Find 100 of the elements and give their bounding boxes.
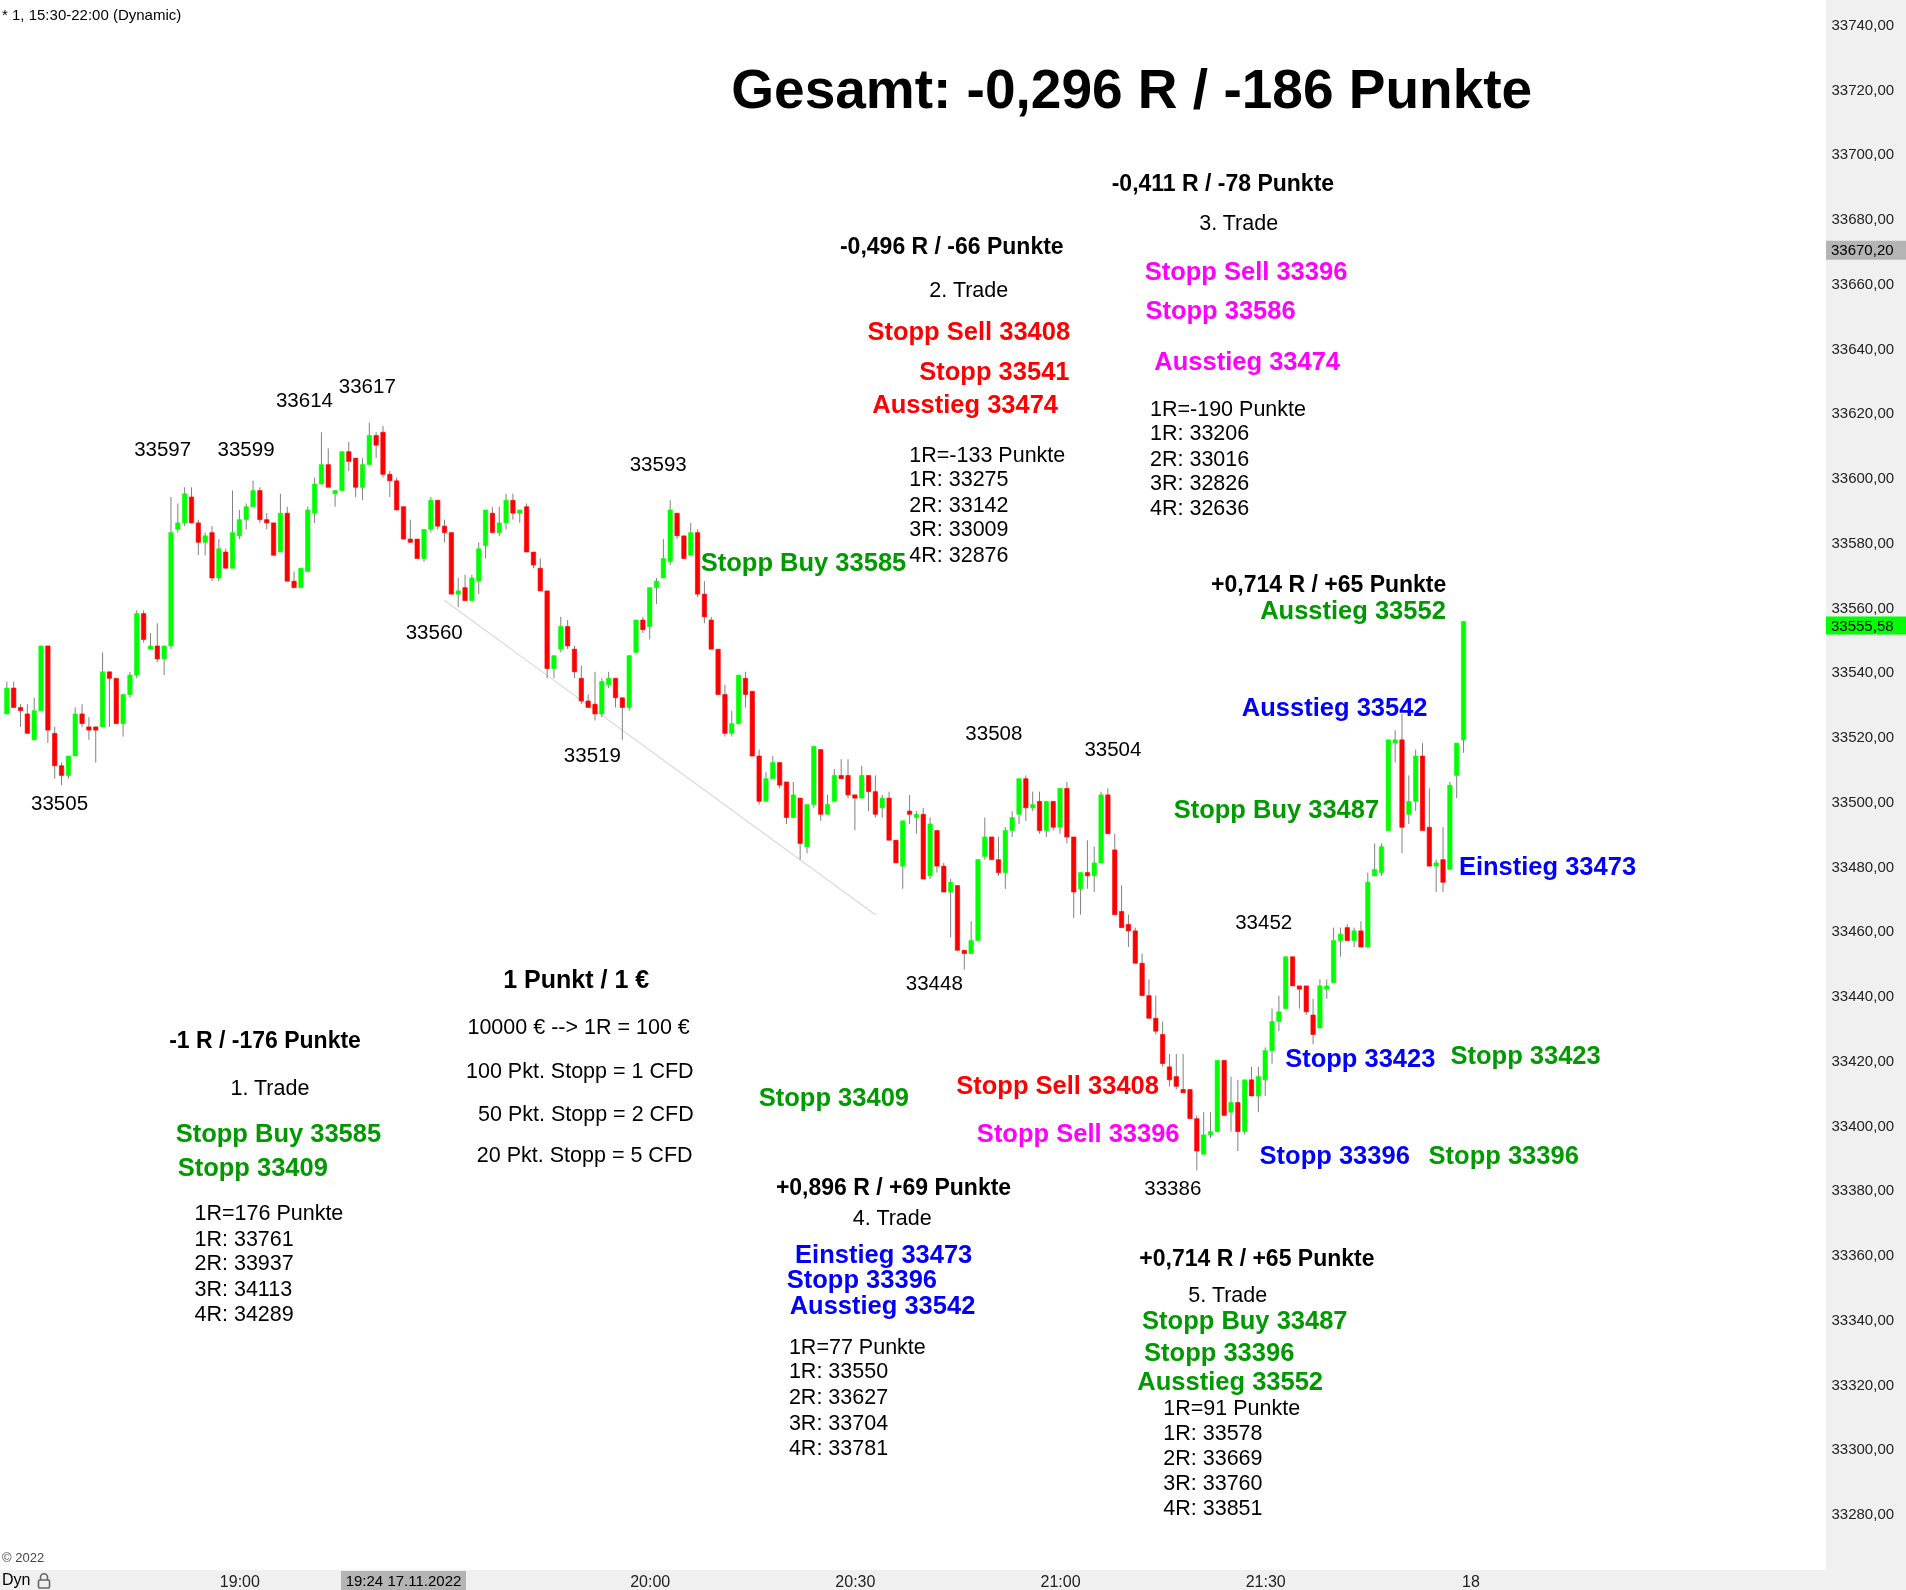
- annotation: 1R=91 Punkte: [1163, 1395, 1301, 1420]
- candlestick: [1337, 927, 1343, 958]
- annotation: 33386: [1144, 1176, 1202, 1200]
- annotation: 100 Pkt. Stopp = 1 CFD: [465, 1059, 694, 1084]
- candlestick: [1084, 839, 1090, 890]
- candlestick: [872, 774, 878, 819]
- y-tick-label: 33740,00: [1831, 15, 1895, 33]
- candlestick: [701, 580, 707, 624]
- candlestick: [879, 794, 885, 819]
- annotation: 1R: 33578: [1163, 1421, 1263, 1446]
- candlestick: [866, 774, 872, 812]
- y-tick-label: 33280,00: [1831, 1505, 1895, 1523]
- candlestick: [571, 645, 577, 679]
- annotation: 2. Trade: [929, 277, 1009, 302]
- annotation: 20 Pkt. Stopp = 5 CFD: [476, 1143, 693, 1167]
- y-tick-label: 33520,00: [1831, 728, 1895, 746]
- x-tick-label: 21:30: [1245, 1572, 1286, 1590]
- annotation: 3R: 33760: [1163, 1471, 1263, 1496]
- annotation: -1 R / -176 Punkte: [169, 1026, 361, 1053]
- annotation: +0,714 R / +65 Punkte: [1211, 570, 1447, 597]
- annotation: Stopp 33423: [1285, 1043, 1436, 1072]
- annotation: Einstieg 33473: [795, 1239, 973, 1268]
- annotation: Stopp 33541: [919, 357, 1070, 385]
- candlestick: [948, 878, 954, 938]
- candlestick: [913, 810, 919, 835]
- candlestick: [24, 703, 30, 734]
- candlestick: [565, 619, 571, 650]
- annotation: Stopp Sell 33408: [956, 1070, 1159, 1099]
- y-tick-label: 33660,00: [1831, 274, 1895, 292]
- annotation: 2R: 33669: [1163, 1445, 1263, 1470]
- annotation: Stopp Buy 33585: [700, 547, 907, 576]
- annotation: 33519: [563, 742, 621, 766]
- annotation: Stopp 33396: [1144, 1338, 1295, 1366]
- annotation: Stopp 33423: [1450, 1041, 1601, 1070]
- candlestick: [462, 574, 468, 602]
- annotation: Stopp Buy 33487: [1173, 794, 1380, 823]
- annotation: 33599: [217, 436, 275, 460]
- y-tick-label: 33360,00: [1831, 1246, 1895, 1264]
- annotation: -0,411 R / -78 Punkte: [1111, 169, 1335, 196]
- annotation: 33617: [338, 373, 396, 397]
- y-tick-label: 33500,00: [1831, 792, 1895, 810]
- annotation: Stopp Buy 33585: [175, 1119, 382, 1148]
- annotation: 1R: 33275: [909, 467, 1009, 492]
- annotation: Ausstieg 33552: [1137, 1367, 1324, 1396]
- y-tick-label: 33380,00: [1831, 1181, 1895, 1199]
- candlestick: [1351, 927, 1357, 948]
- candlestick: [825, 794, 831, 815]
- candlestick: [859, 765, 865, 799]
- annotation: 3. Trade: [1199, 210, 1279, 235]
- y-tick-label: 33480,00: [1831, 857, 1895, 875]
- y-tick-label: 33440,00: [1831, 987, 1895, 1005]
- annotation: 4. Trade: [852, 1206, 932, 1231]
- text: 33670,20: [1831, 241, 1894, 259]
- text: Dyn: [2, 1571, 31, 1588]
- candlestick: [223, 548, 229, 569]
- candlestick: [790, 781, 796, 819]
- annotation: 1. Trade: [230, 1076, 310, 1101]
- x-tick-label: 21:00: [1040, 1572, 1081, 1590]
- annotation: Stopp 33396: [1259, 1141, 1410, 1169]
- candlestick: [1372, 842, 1378, 877]
- annotation: Stopp Sell 33396: [976, 1119, 1180, 1148]
- annotation: 2R: 33142: [909, 492, 1009, 517]
- text: Gesamt: -0,296 R / -186 Punkte: [731, 58, 1533, 120]
- candlestick: [318, 431, 324, 485]
- annotation: 33614: [275, 388, 333, 412]
- candlestick: [989, 836, 995, 861]
- annotation: 1R=-133 Punkte: [909, 442, 1066, 467]
- y-tick-label: 33720,00: [1831, 80, 1895, 98]
- y-tick-label: 33300,00: [1831, 1440, 1895, 1458]
- annotation: Ausstieg 33474: [872, 389, 1059, 418]
- candlestick: [154, 622, 160, 663]
- candlestick: [558, 616, 564, 653]
- annotation: 1R=176 Punkte: [194, 1201, 344, 1226]
- annotation: 1R=-190 Punkte: [1150, 396, 1306, 421]
- annotation: Stopp 33396: [1428, 1141, 1579, 1169]
- annotation: 33508: [965, 721, 1023, 745]
- y-tick-label: 33620,00: [1831, 404, 1895, 422]
- annotation: 3R: 32826: [1150, 470, 1250, 495]
- candlestick: [455, 577, 461, 608]
- candlestick: [907, 794, 913, 825]
- y-tick-label: 33320,00: [1831, 1375, 1895, 1393]
- annotation: 4R: 32636: [1150, 496, 1250, 521]
- annotation: 5. Trade: [1188, 1282, 1268, 1307]
- annotation: 1R: 33550: [788, 1359, 889, 1384]
- annotation: 33593: [629, 452, 687, 476]
- annotation: 4R: 32876: [909, 542, 1009, 567]
- annotation: -0,496 R / -66 Punkte: [839, 232, 1064, 259]
- y-tick-label: 33340,00: [1831, 1310, 1895, 1328]
- candlestick: [995, 836, 1001, 877]
- y-tick-label: 33640,00: [1831, 339, 1895, 357]
- annotation: Ausstieg 33474: [1154, 347, 1341, 376]
- x-tick-label: 20:30: [835, 1572, 876, 1590]
- text: 33555,58: [1831, 616, 1894, 634]
- annotation: Ausstieg 33552: [1260, 596, 1446, 625]
- annotation: © 2022: [2, 1550, 45, 1565]
- annotation: Stopp Sell 33408: [867, 316, 1071, 345]
- annotation: Stopp 33409: [758, 1082, 910, 1111]
- annotation: 4R: 34289: [194, 1302, 294, 1327]
- candlestick: [202, 532, 208, 556]
- annotation: 4R: 33851: [1163, 1495, 1263, 1520]
